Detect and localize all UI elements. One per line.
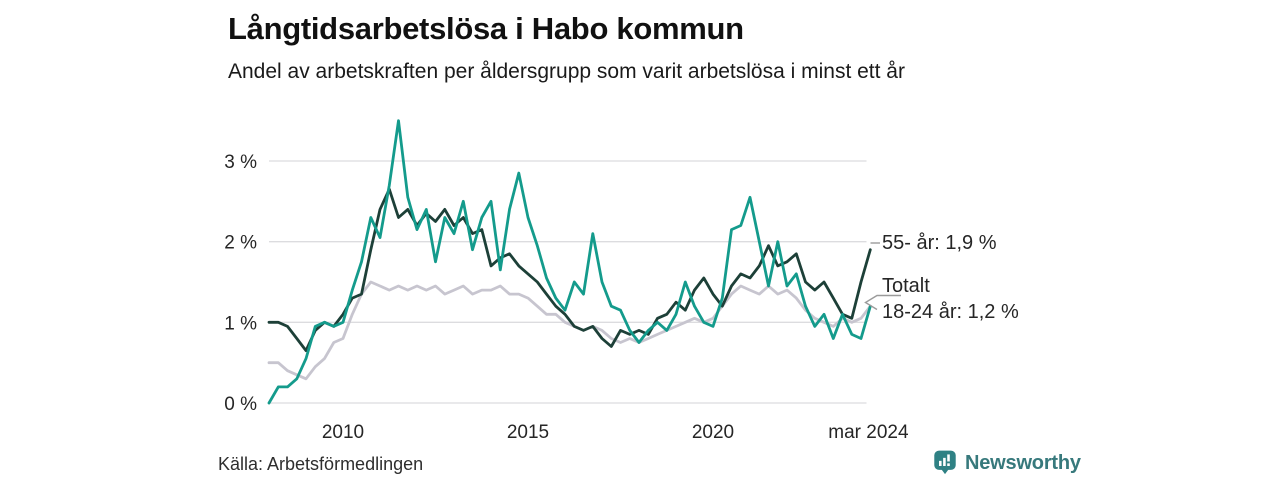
source-attribution: Källa: Arbetsförmedlingen [218,454,424,474]
chart-title: Långtidsarbetslösa i Habo kommun [228,11,744,46]
x-axis-tick-label: mar 2024 [828,422,909,443]
series-line-55-ar [267,187,872,352]
x-axis-tick-label: 2015 [507,422,549,443]
series-line-totalt [267,280,872,381]
leader-line-totalt-18-24 [864,294,901,311]
x-axis-tick-label: 2020 [692,422,734,443]
newsworthy-bubble-chart-icon [933,449,957,477]
series-end-label-55: 55- år: 1,9 % [882,232,997,254]
newsworthy-logo[interactable]: Newsworthy [933,449,1081,477]
series-end-label-totalt: Totalt [882,275,930,297]
series-end-label-18-24: 18-24 år: 1,2 % [882,301,1019,323]
y-axis-tick-label: 3 % [224,152,257,173]
series-line-18-24-ar [267,119,872,405]
y-axis-tick-label: 2 % [224,233,257,254]
y-axis-tick-label: 1 % [224,313,257,334]
newsworthy-wordmark: Newsworthy [965,451,1081,474]
chart-subtitle: Andel av arbetskraften per åldersgrupp s… [228,60,905,83]
x-axis-tick-label: 2010 [322,422,364,443]
y-axis-tick-label: 0 % [224,394,257,415]
